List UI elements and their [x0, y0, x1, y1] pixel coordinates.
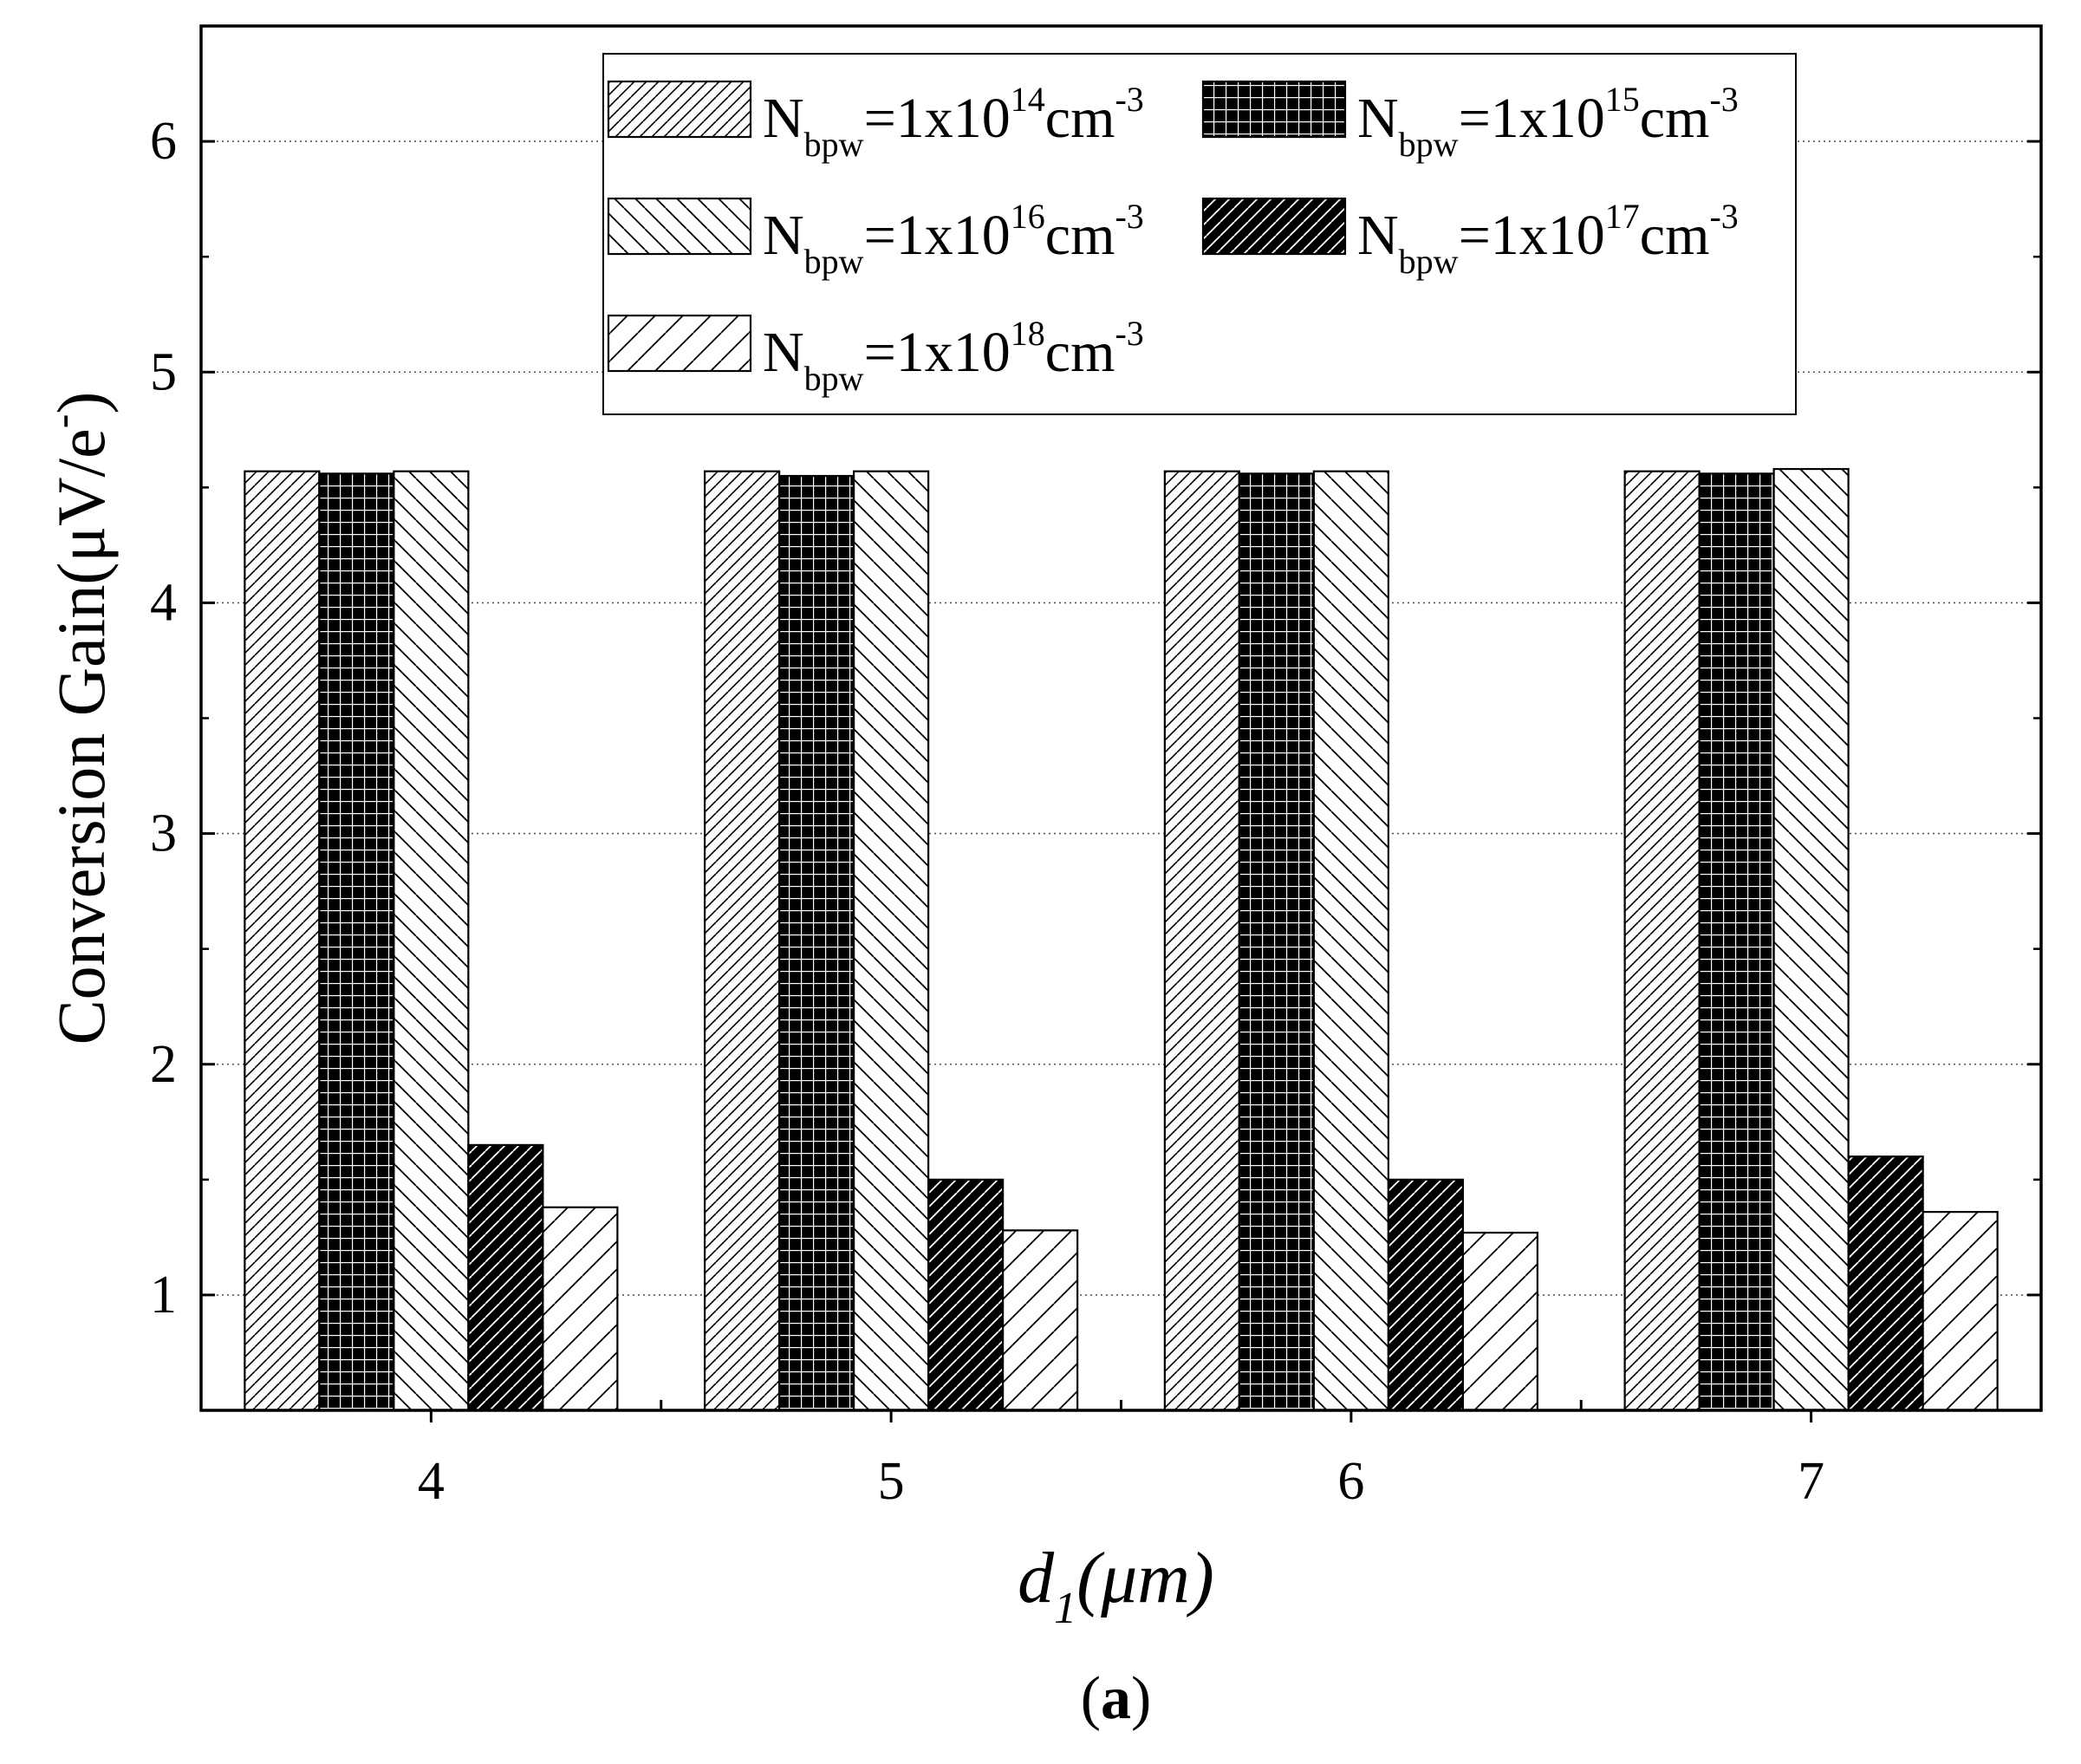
axis-labels: Conversion Gain(μV/e-) d1(μm) (a): [37, 392, 1214, 1732]
legend-label-2: Nbpw=1x1015cm-3: [1357, 80, 1739, 164]
bar-6-series-5: [1461, 1231, 1538, 1412]
legend-label-5: Nbpw=1x1018cm-3: [763, 314, 1144, 398]
legend: Nbpw=1x1014cm-3 Nbpw=1x1015cm-3 Nbpw=1x101…: [602, 53, 1797, 415]
legend-label-3: Nbpw=1x1016cm-3: [763, 197, 1144, 281]
x-tick-label-4: 4: [418, 1452, 445, 1511]
bar-5-series-2: [778, 474, 855, 1412]
bar-4-series-3: [393, 470, 470, 1412]
bar-4-series-4: [467, 1143, 544, 1412]
bar-6-series-4: [1387, 1178, 1464, 1412]
bar-7-series-2: [1698, 472, 1775, 1412]
y-tick-label-3: 4: [150, 573, 177, 632]
bar-6-series-1: [1163, 470, 1240, 1412]
bar-7-series-5: [1922, 1210, 1999, 1412]
legend-swatch-2: [1201, 80, 1347, 139]
y-tick-label-0: 1: [150, 1266, 177, 1325]
bar-5-series-4: [927, 1178, 1005, 1412]
legend-swatch-4: [1201, 197, 1347, 256]
bar-5-series-1: [704, 470, 781, 1412]
x-axis-label: d1(μm): [1018, 1538, 1214, 1633]
legend-label-1: Nbpw=1x1014cm-3: [763, 80, 1144, 164]
bars: [244, 467, 1999, 1412]
bar-6-series-3: [1312, 470, 1389, 1412]
x-tick-label-5: 5: [878, 1452, 905, 1511]
y-tick-label-5: 6: [150, 112, 177, 171]
legend-swatch-5: [607, 314, 752, 373]
bar-7-series-3: [1772, 467, 1850, 1412]
bar-4-series-1: [244, 470, 321, 1412]
legend-swatch-1: [607, 80, 752, 139]
bar-7-series-4: [1847, 1155, 1924, 1412]
legend-swatch-3: [607, 197, 752, 256]
panel-label: (a): [1081, 1665, 1152, 1732]
bar-5-series-3: [853, 470, 930, 1412]
x-tick-label-6: 6: [1337, 1452, 1364, 1511]
bar-4-series-5: [542, 1206, 619, 1412]
legend-box: [602, 53, 1797, 415]
y-tick-label-4: 5: [150, 342, 177, 401]
y-axis-label: Conversion Gain(μV/e-): [37, 392, 119, 1045]
y-tick-label-2: 3: [150, 804, 177, 863]
bar-5-series-5: [1002, 1229, 1079, 1412]
bar-6-series-2: [1238, 472, 1315, 1412]
y-tick-label-1: 2: [150, 1035, 177, 1094]
x-tick-label-7: 7: [1798, 1452, 1824, 1511]
ticks: 1 2 3 4 5 6 4 5 6 7: [150, 24, 2041, 1511]
legend-label-4: Nbpw=1x1017cm-3: [1357, 197, 1739, 281]
bar-7-series-1: [1623, 470, 1701, 1412]
bar-4-series-2: [318, 472, 395, 1412]
